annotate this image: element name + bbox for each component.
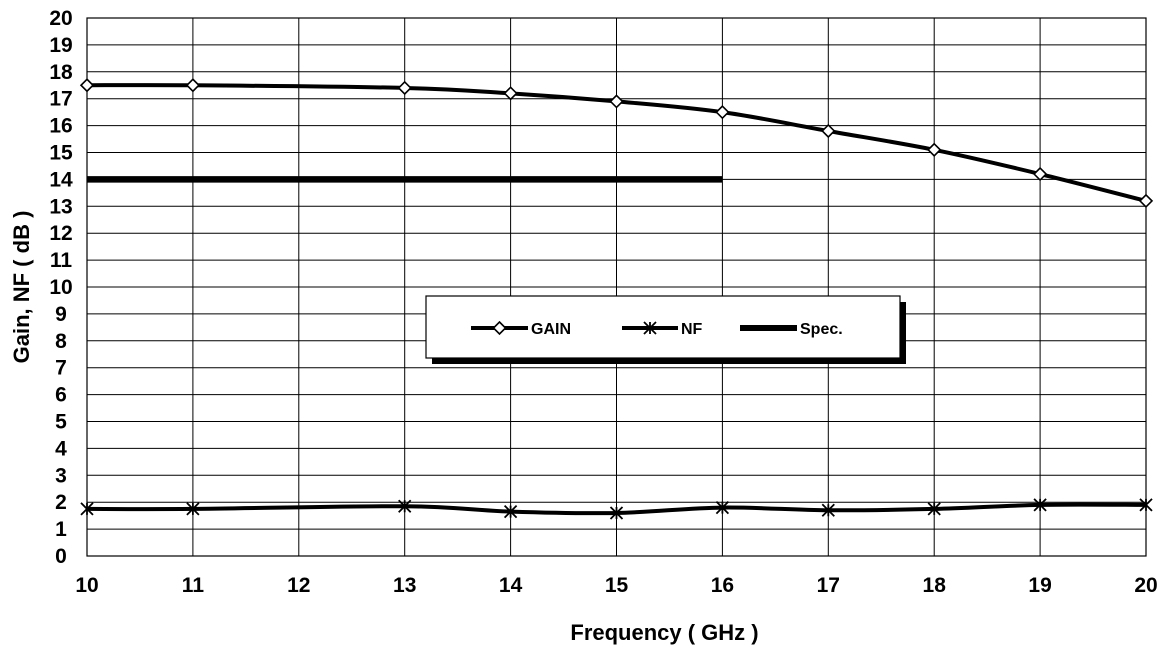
y-tick-label: 10	[49, 276, 72, 299]
data-point-gain	[503, 86, 518, 101]
x-tick-label: 17	[817, 574, 840, 597]
data-point-gain	[821, 123, 836, 139]
y-tick-label: 7	[55, 357, 67, 380]
x-tick-label: 15	[605, 574, 629, 597]
legend-marker-nf	[643, 321, 657, 335]
data-point-gain	[609, 94, 624, 109]
data-point-gain	[185, 78, 201, 93]
data-point-nf	[398, 499, 412, 513]
x-tick-label: 10	[75, 574, 98, 597]
data-point-nf	[80, 502, 94, 516]
y-tick-label: 13	[49, 195, 72, 218]
x-tick-label: 20	[1134, 574, 1157, 597]
x-tick-label: 14	[499, 574, 523, 597]
series-line-gain	[86, 83, 1147, 203]
y-tick-label: 4	[55, 437, 67, 460]
data-point-gain	[1138, 193, 1154, 209]
data-point-nf	[715, 500, 730, 515]
y-tick-label: 1	[55, 518, 67, 541]
y-tick-label: 5	[55, 411, 67, 434]
data-point-nf	[821, 503, 835, 517]
y-tick-label: 11	[50, 249, 73, 272]
x-tick-label: 13	[393, 574, 416, 597]
y-tick-label: 8	[55, 330, 67, 353]
y-tick-label: 17	[49, 88, 72, 111]
y-tick-label: 9	[55, 303, 67, 326]
data-point-nf	[927, 502, 941, 516]
y-tick-label: 0	[55, 545, 67, 568]
x-tick-label: 12	[287, 574, 310, 597]
y-tick-label: 12	[49, 222, 72, 245]
y-axis-title: Gain, NF ( dB )	[9, 211, 34, 364]
series-line-nf	[86, 502, 1147, 516]
data-point-gain	[397, 80, 412, 96]
y-tick-label: 3	[55, 464, 67, 487]
legend-label-spec: Spec.	[800, 321, 843, 338]
data-point-gain	[1032, 166, 1048, 182]
x-axis-title: Frequency ( GHz )	[570, 620, 758, 645]
data-point-nf	[609, 506, 624, 520]
data-point-gain	[79, 78, 95, 93]
data-point-nf	[1139, 498, 1153, 512]
data-point-gain	[715, 105, 730, 120]
y-tick-label: 2	[55, 491, 67, 514]
data-point-nf	[186, 502, 200, 516]
y-tick-label: 14	[49, 168, 73, 191]
legend-label-nf: NF	[681, 321, 703, 338]
legend-marker-gain	[492, 320, 507, 336]
x-tick-label: 19	[1028, 574, 1051, 597]
data-point-nf	[1033, 498, 1047, 512]
y-tick-label: 6	[55, 384, 67, 407]
data-point-nf	[503, 504, 518, 519]
data-point-gain	[927, 142, 942, 157]
y-tick-label: 16	[49, 115, 72, 138]
x-tick-label: 18	[923, 574, 947, 597]
legend-label-gain: GAIN	[531, 321, 571, 338]
y-tick-label: 19	[49, 34, 72, 57]
y-tick-label: 20	[49, 7, 72, 30]
y-tick-label: 15	[49, 142, 73, 165]
x-tick-label: 16	[711, 574, 734, 597]
x-tick-label: 11	[182, 574, 205, 597]
y-tick-label: 18	[49, 61, 73, 84]
